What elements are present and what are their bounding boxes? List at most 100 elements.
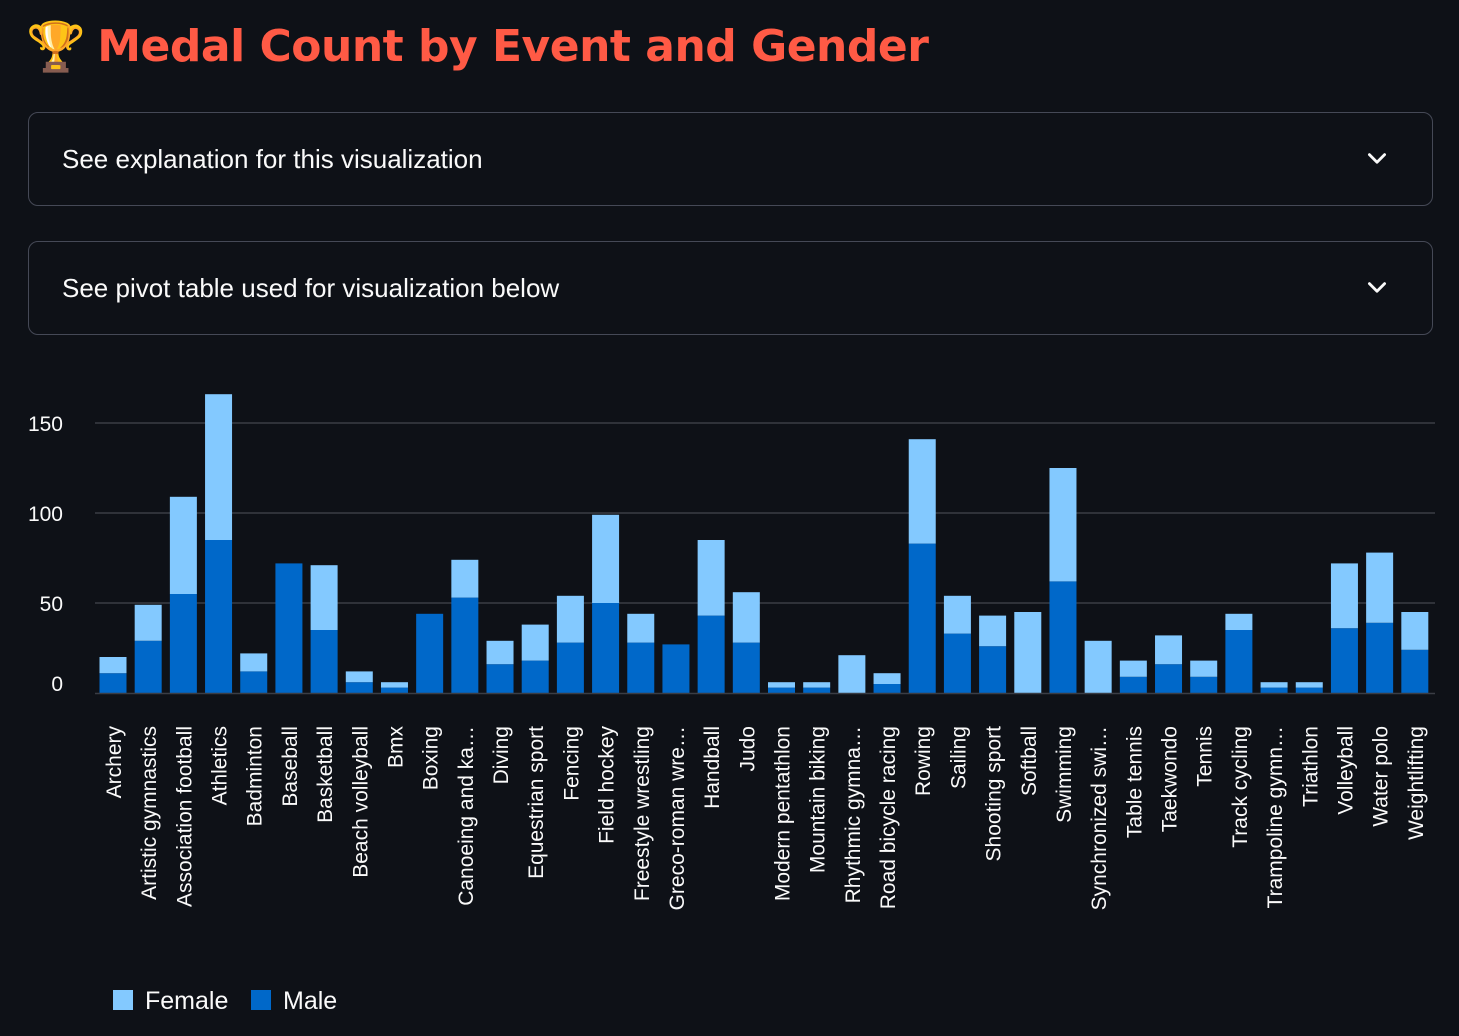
x-tick-label: Field hockey: [596, 726, 619, 844]
bar-female[interactable]: [310, 565, 338, 630]
bar-male[interactable]: [380, 687, 408, 693]
bar-female[interactable]: [768, 682, 795, 688]
bar-male[interactable]: [1330, 628, 1358, 693]
bar-male[interactable]: [873, 684, 901, 693]
legend-label[interactable]: Female: [145, 987, 228, 1015]
bar-male[interactable]: [521, 660, 549, 693]
x-tick-label: Softball: [1018, 726, 1041, 796]
x-tick-label: Baseball: [279, 726, 302, 807]
bar-female[interactable]: [943, 595, 971, 634]
bar-female[interactable]: [486, 640, 514, 665]
bar-female[interactable]: [1119, 660, 1147, 677]
bar-female[interactable]: [451, 559, 479, 598]
bar-male[interactable]: [345, 682, 373, 693]
bar-female[interactable]: [1014, 612, 1042, 693]
x-tick-label: Trampoline gymn…: [1264, 726, 1287, 908]
bar-female[interactable]: [732, 592, 760, 643]
legend-label[interactable]: Male: [283, 987, 337, 1015]
bar-female[interactable]: [803, 682, 831, 688]
bar-male[interactable]: [768, 687, 795, 693]
bar-female[interactable]: [169, 496, 197, 594]
bar-female[interactable]: [345, 671, 373, 683]
bar-female[interactable]: [979, 615, 1007, 647]
y-tick-label: 100: [28, 503, 63, 526]
bar-male[interactable]: [451, 597, 479, 693]
bar-male[interactable]: [240, 671, 268, 693]
bar-male[interactable]: [662, 644, 690, 693]
bar-female[interactable]: [1401, 612, 1429, 650]
bar-female[interactable]: [1330, 563, 1358, 629]
bar-female[interactable]: [1084, 640, 1112, 693]
y-tick-label: 0: [51, 673, 63, 696]
bar-male[interactable]: [1366, 622, 1394, 693]
legend-swatch[interactable]: [251, 990, 271, 1010]
bar-male[interactable]: [416, 613, 444, 693]
bar-male[interactable]: [556, 642, 584, 693]
bar-female[interactable]: [627, 613, 655, 643]
bar-female[interactable]: [1295, 682, 1323, 688]
bar-male[interactable]: [275, 563, 303, 693]
bar-female[interactable]: [1260, 682, 1288, 688]
bar-male[interactable]: [1119, 676, 1147, 693]
bar-female[interactable]: [697, 540, 725, 616]
pivot-table-expander-label: See pivot table used for visualization b…: [62, 272, 560, 303]
bar-female[interactable]: [134, 604, 162, 641]
bar-male[interactable]: [134, 640, 162, 693]
x-tick-label: Taekwondo: [1159, 726, 1182, 832]
bar-female[interactable]: [240, 653, 268, 672]
bar-female[interactable]: [908, 439, 936, 544]
bar-male[interactable]: [169, 594, 197, 693]
bar-male[interactable]: [1295, 687, 1323, 693]
bar-female[interactable]: [521, 624, 549, 661]
bar-female[interactable]: [1190, 660, 1218, 677]
x-tick-label: Rowing: [912, 726, 935, 796]
x-tick-label: Bmx: [384, 726, 407, 769]
x-tick-label: Fencing: [560, 726, 583, 801]
x-tick-label: Athletics: [209, 726, 232, 805]
bar-male[interactable]: [1260, 687, 1288, 693]
bar-male[interactable]: [908, 543, 936, 693]
bar-male[interactable]: [697, 615, 725, 693]
bar-male[interactable]: [1401, 649, 1429, 693]
x-tick-label: Mountain biking: [807, 726, 830, 873]
bar-male[interactable]: [486, 664, 514, 693]
bar-male[interactable]: [979, 646, 1007, 693]
x-tick-label: Artistic gymnastics: [138, 726, 161, 900]
bar-male[interactable]: [1190, 676, 1218, 693]
x-tick-label: Boxing: [420, 726, 443, 790]
x-tick-label: Diving: [490, 726, 513, 784]
pivot-table-expander[interactable]: See pivot table used for visualization b…: [28, 241, 1433, 335]
bar-male[interactable]: [592, 603, 620, 693]
bar-male[interactable]: [1225, 630, 1253, 693]
bar-male[interactable]: [99, 673, 127, 693]
bar-male[interactable]: [943, 633, 971, 693]
x-tick-label: Sailing: [947, 726, 970, 789]
bar-female[interactable]: [1225, 613, 1253, 630]
bar-female[interactable]: [205, 394, 233, 540]
bar-male[interactable]: [627, 642, 655, 693]
bar-male[interactable]: [205, 540, 233, 693]
bar-female[interactable]: [99, 657, 127, 674]
bar-female[interactable]: [1049, 468, 1077, 582]
bar-female[interactable]: [556, 595, 584, 643]
legend[interactable]: Female Male: [113, 987, 337, 1015]
bar-male[interactable]: [1155, 664, 1183, 693]
x-tick-label: Canoeing and ka…: [455, 726, 478, 906]
bar-female[interactable]: [592, 514, 620, 603]
x-tick-label: Tennis: [1194, 726, 1217, 787]
explanation-expander[interactable]: See explanation for this visualization: [28, 112, 1433, 206]
x-tick-label: Volleyball: [1334, 726, 1357, 815]
bar-male[interactable]: [803, 687, 831, 693]
bar-female[interactable]: [1366, 552, 1394, 623]
bar-male[interactable]: [1049, 581, 1077, 693]
x-tick-label: Table tennis: [1123, 726, 1146, 838]
bar-female[interactable]: [873, 673, 901, 684]
x-tick-label: Shooting sport: [983, 726, 1006, 862]
legend-swatch[interactable]: [113, 990, 133, 1010]
bar-male[interactable]: [732, 642, 760, 693]
x-tick-label: Greco-roman wre…: [666, 726, 689, 910]
bar-male[interactable]: [310, 630, 338, 693]
bar-female[interactable]: [838, 655, 866, 693]
bar-female[interactable]: [1155, 635, 1183, 665]
bar-female[interactable]: [380, 682, 408, 688]
